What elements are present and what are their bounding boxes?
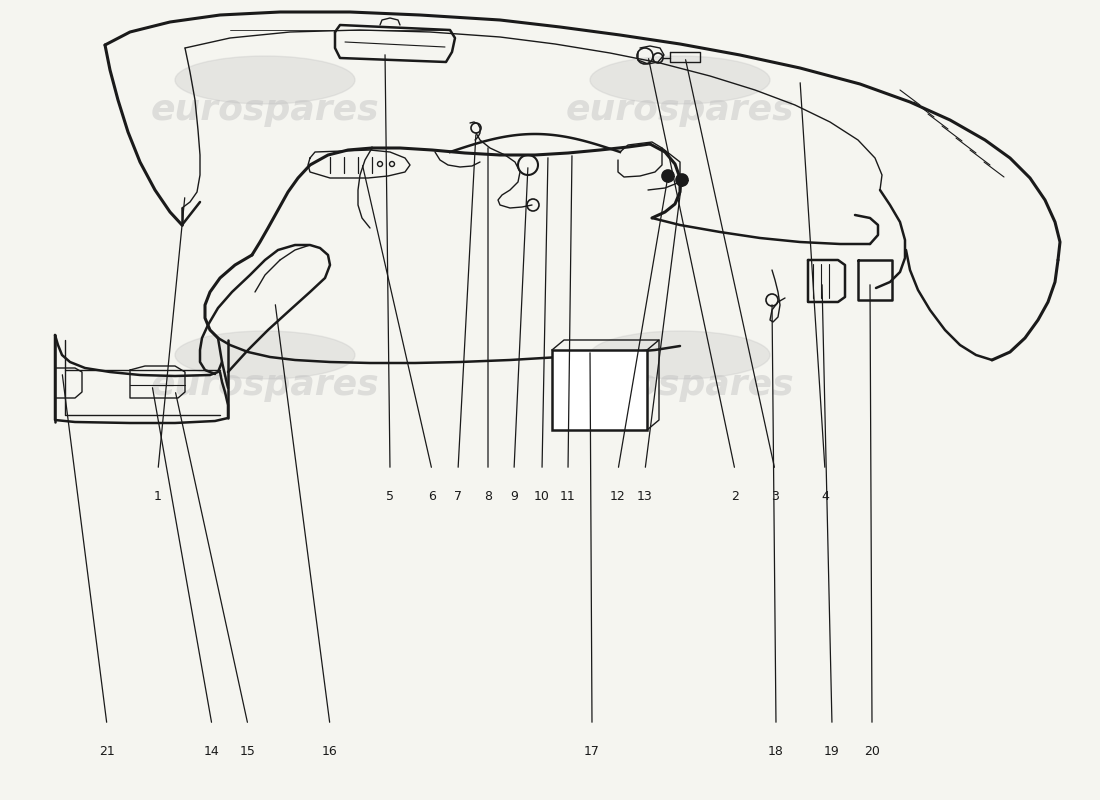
Ellipse shape: [590, 331, 770, 379]
Text: eurospares: eurospares: [565, 368, 794, 402]
Text: 9: 9: [510, 490, 518, 503]
Text: eurospares: eurospares: [565, 93, 794, 127]
Text: eurospares: eurospares: [151, 368, 380, 402]
Text: 12: 12: [610, 490, 626, 503]
Text: 3: 3: [771, 490, 779, 503]
Text: 2: 2: [732, 490, 739, 503]
Text: 13: 13: [637, 490, 653, 503]
Text: 11: 11: [560, 490, 576, 503]
Ellipse shape: [175, 56, 355, 104]
Text: 16: 16: [322, 745, 338, 758]
Circle shape: [676, 174, 688, 186]
Bar: [552, 350, 647, 430]
Text: 1: 1: [154, 490, 162, 503]
Text: 14: 14: [205, 745, 220, 758]
Circle shape: [662, 170, 674, 182]
Text: 20: 20: [865, 745, 880, 758]
Text: 18: 18: [768, 745, 784, 758]
Ellipse shape: [590, 56, 770, 104]
Text: 6: 6: [428, 490, 436, 503]
Text: 5: 5: [386, 490, 394, 503]
Text: 21: 21: [99, 745, 114, 758]
Text: 10: 10: [535, 490, 550, 503]
Text: 7: 7: [454, 490, 462, 503]
Text: eurospares: eurospares: [151, 93, 380, 127]
Text: 17: 17: [584, 745, 600, 758]
Text: 8: 8: [484, 490, 492, 503]
Text: 19: 19: [824, 745, 840, 758]
Text: 4: 4: [821, 490, 829, 503]
Text: 15: 15: [240, 745, 256, 758]
Ellipse shape: [175, 331, 355, 379]
